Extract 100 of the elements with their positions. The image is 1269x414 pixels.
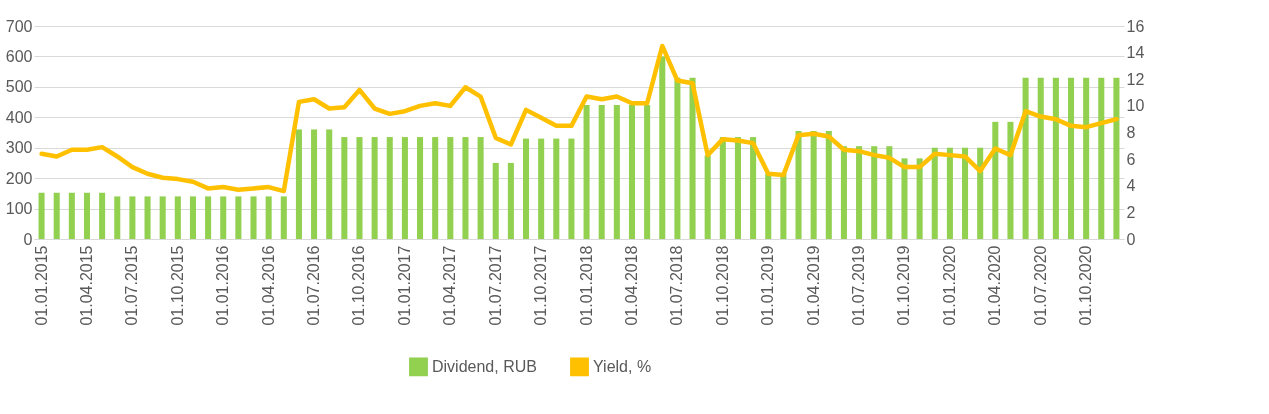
bar bbox=[946, 147, 953, 239]
bar bbox=[417, 137, 424, 239]
bar bbox=[538, 138, 545, 239]
y-tick-label: 400 bbox=[5, 108, 33, 126]
bar bbox=[644, 105, 651, 239]
bar bbox=[568, 138, 575, 239]
x-tick-label: 01.04.2019 bbox=[804, 245, 822, 326]
line-series bbox=[39, 43, 1119, 194]
x-tick-label: 01.04.2020 bbox=[986, 245, 1004, 326]
bar bbox=[205, 196, 212, 239]
bar bbox=[856, 146, 863, 239]
x-tick-label: 01.07.2016 bbox=[305, 245, 323, 326]
bar bbox=[326, 129, 333, 239]
bar bbox=[1067, 77, 1075, 239]
x-tick-label: 01.04.2015 bbox=[77, 245, 95, 326]
bar bbox=[840, 146, 847, 239]
y2-tick-label: 2 bbox=[1126, 203, 1136, 221]
y-tick-label: 600 bbox=[5, 47, 33, 65]
y2-tick-label: 0 bbox=[1126, 230, 1136, 248]
y2-tick-label: 12 bbox=[1126, 70, 1145, 88]
y-tick-label: 500 bbox=[5, 78, 33, 96]
bar bbox=[1083, 77, 1090, 239]
x-tick-label: 01.07.2020 bbox=[1031, 245, 1049, 326]
bar bbox=[1098, 77, 1105, 239]
y2-tick-label: 16 bbox=[1126, 17, 1145, 35]
bar bbox=[462, 137, 469, 239]
bar bbox=[780, 173, 787, 239]
bar bbox=[613, 105, 620, 239]
bar bbox=[265, 196, 272, 239]
bar bbox=[916, 158, 923, 239]
bar bbox=[674, 77, 681, 239]
x-tick-label: 01.04.2016 bbox=[259, 245, 277, 326]
x-tick-label: 01.10.2018 bbox=[713, 245, 731, 326]
bar bbox=[250, 196, 257, 239]
x-tick-label: 01.07.2019 bbox=[850, 245, 868, 326]
bar bbox=[447, 137, 454, 239]
y2-tick-label: 14 bbox=[1126, 44, 1145, 62]
bar bbox=[114, 196, 121, 239]
y-tick-label: 300 bbox=[5, 139, 33, 157]
bar bbox=[295, 129, 302, 239]
x-tick-label: 01.01.2020 bbox=[940, 245, 958, 326]
x-tick-label: 01.01.2018 bbox=[577, 245, 595, 326]
bar bbox=[871, 146, 878, 239]
y2-tick-label: 10 bbox=[1126, 97, 1145, 115]
bar bbox=[174, 196, 181, 239]
bar bbox=[68, 192, 75, 239]
bar bbox=[901, 158, 908, 239]
y-tick-label: 700 bbox=[5, 17, 33, 35]
bar bbox=[1037, 77, 1044, 239]
x-tick-label: 01.07.2017 bbox=[486, 245, 504, 326]
bar bbox=[507, 162, 514, 239]
bar bbox=[598, 105, 605, 239]
x-tick-label: 01.04.2017 bbox=[441, 245, 459, 326]
bar bbox=[235, 196, 242, 239]
bar bbox=[795, 130, 802, 239]
y-tick-label: 100 bbox=[5, 200, 33, 218]
bar bbox=[341, 137, 348, 239]
bar bbox=[825, 130, 832, 239]
bar bbox=[522, 138, 530, 239]
x-tick-label: 01.10.2016 bbox=[350, 245, 368, 326]
bar bbox=[931, 147, 938, 239]
y2-tick-label: 8 bbox=[1126, 124, 1136, 141]
bar bbox=[962, 147, 969, 239]
x-tick-label: 01.07.2018 bbox=[668, 245, 686, 326]
bar bbox=[53, 192, 60, 239]
bar bbox=[1007, 121, 1014, 239]
x-tick-label: 01.10.2020 bbox=[1077, 245, 1095, 326]
bar bbox=[492, 162, 499, 239]
bar bbox=[159, 196, 166, 239]
bar bbox=[311, 129, 318, 239]
x-tick-label: 01.10.2017 bbox=[532, 245, 550, 326]
bar bbox=[628, 105, 636, 239]
bar bbox=[750, 137, 757, 239]
bar bbox=[99, 192, 106, 239]
x-tick-label: 01.10.2019 bbox=[895, 245, 913, 326]
bar bbox=[432, 137, 439, 239]
bar bbox=[734, 137, 741, 239]
bar bbox=[1022, 77, 1029, 239]
y-tick-label: 200 bbox=[5, 169, 33, 187]
bar bbox=[1052, 77, 1059, 239]
legend-label: Yield, % bbox=[593, 357, 652, 375]
bar bbox=[689, 77, 696, 239]
legend-label: Dividend, RUB bbox=[432, 357, 537, 375]
x-tick-label: 01.01.2017 bbox=[395, 245, 413, 326]
bar bbox=[189, 196, 196, 239]
y2-tick-label: 6 bbox=[1126, 150, 1136, 168]
bar bbox=[719, 137, 726, 239]
bar bbox=[992, 121, 999, 239]
bar bbox=[401, 137, 408, 239]
bar bbox=[129, 196, 136, 239]
bar bbox=[765, 173, 772, 239]
bar bbox=[144, 196, 151, 239]
x-tick-label: 01.07.2015 bbox=[123, 245, 141, 326]
x-tick-label: 01.01.2015 bbox=[32, 245, 50, 326]
x-tick-label: 01.04.2018 bbox=[622, 245, 640, 326]
bar bbox=[386, 137, 393, 239]
bar bbox=[583, 105, 590, 239]
y2-tick-label: 4 bbox=[1126, 177, 1136, 195]
bar bbox=[659, 56, 666, 239]
bar bbox=[810, 130, 817, 239]
